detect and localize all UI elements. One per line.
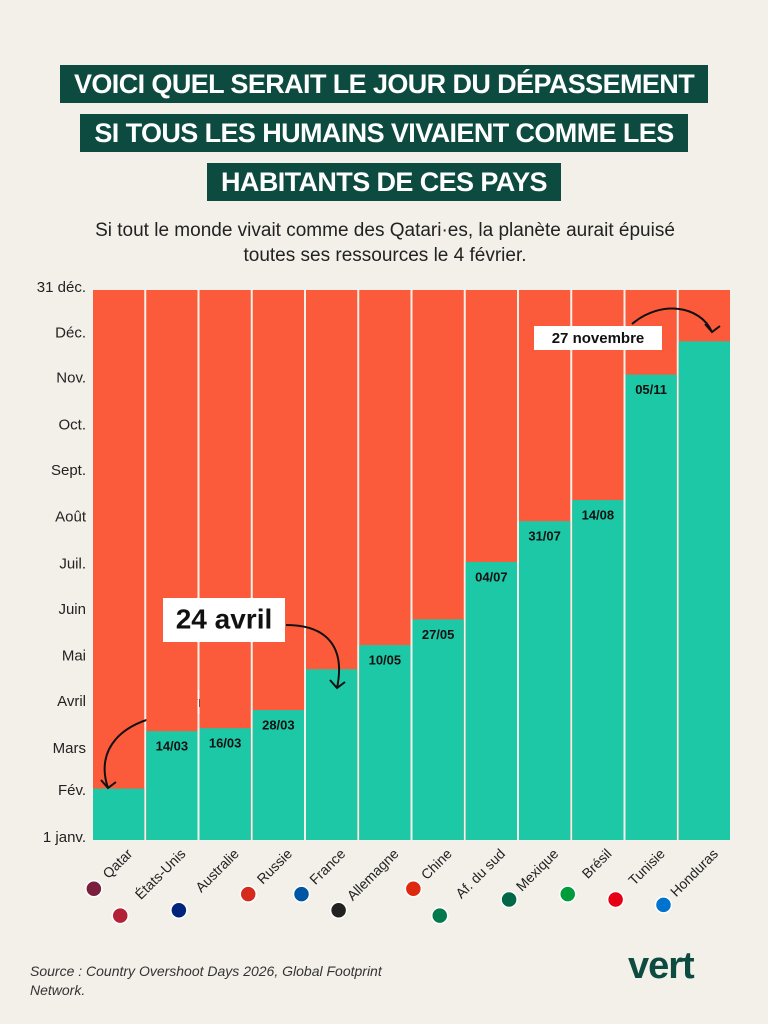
bar (625, 374, 677, 840)
x-tick-label: Chine (418, 845, 455, 882)
value-label: 28/03 (262, 717, 295, 732)
flag (292, 885, 311, 903)
annotation-arrow (285, 624, 341, 689)
flag (558, 885, 577, 903)
arrow-head (329, 679, 346, 690)
x-tick-label: Russie (254, 845, 296, 887)
value-label: 27/05 (422, 627, 455, 642)
x-tick-label: Australie (192, 845, 242, 895)
x-tick-label: Brésil (579, 845, 615, 881)
x-tick-label: Af. du sud (452, 845, 508, 901)
y-tick-label: Déc. (55, 324, 86, 341)
x-tick-label: Qatar (99, 845, 135, 881)
y-tick-label: Mars (53, 740, 86, 757)
bar (678, 341, 730, 840)
value-label: 04/07 (475, 569, 508, 584)
flag (654, 896, 673, 914)
flag (430, 906, 449, 925)
column-background (93, 290, 145, 840)
bar (572, 500, 624, 840)
annotation-box (163, 598, 285, 642)
arrow-head (704, 323, 721, 334)
flag (170, 901, 188, 920)
bar (465, 561, 517, 840)
bar (93, 788, 145, 840)
source-note: Source : Country Overshoot Days 2026, Gl… (30, 963, 382, 998)
y-tick-label: Avril (57, 693, 86, 710)
value-label: 14/03 (156, 739, 189, 754)
annotation-box (534, 326, 662, 350)
flag (85, 880, 103, 898)
flag (239, 885, 257, 903)
x-tick-label: Allemagne (344, 845, 402, 903)
bar (412, 619, 464, 840)
value-label: 16/03 (209, 736, 242, 751)
flag (329, 901, 348, 920)
arrow-head (100, 779, 117, 790)
bar (306, 669, 358, 840)
value-label: 10/05 (369, 653, 402, 668)
chart-title: VOICI QUEL SERAIT LE JOUR DU DÉPASSEMENT… (60, 65, 709, 201)
x-tick-label: Honduras (667, 845, 721, 899)
y-tick-label: Juil. (59, 555, 86, 572)
y-tick-label: Juin (58, 601, 86, 618)
flag (500, 890, 518, 909)
logo: vert (628, 945, 695, 987)
y-tick-label: Août (55, 509, 87, 526)
value-label: 14/08 (582, 507, 615, 522)
annotation-arrow (631, 307, 713, 333)
title-box: VOICI QUEL SERAIT LE JOUR DU DÉPASSEMENT… (60, 62, 709, 209)
value-label: 31/07 (528, 529, 561, 544)
value-label: 27 novembre (552, 330, 645, 347)
bar (199, 728, 251, 840)
flag (606, 890, 625, 909)
y-tick-label: Oct. (58, 416, 86, 433)
bar (252, 710, 304, 840)
y-tick-label: Sept. (51, 462, 86, 479)
x-tick-label: États-Unis (132, 845, 189, 902)
bar (359, 645, 411, 840)
y-tick-label: 1 janv. (43, 829, 86, 846)
value-label: 05/11 (635, 382, 667, 397)
bar (146, 731, 198, 840)
x-tick-label: France (306, 845, 348, 887)
chart-subtitle: Si tout le monde vivait comme des Qatari… (95, 220, 675, 266)
y-tick-label: Fév. (58, 782, 86, 799)
y-tick-label: 31 déc. (37, 279, 86, 296)
y-tick-label: Mai (62, 648, 86, 665)
y-tick-label: Nov. (56, 370, 86, 387)
flag (404, 880, 423, 898)
x-tick-label: Mexique (513, 845, 562, 894)
value-label: 24 avril (176, 603, 273, 634)
flag (111, 906, 129, 925)
bar (519, 521, 571, 840)
x-tick-label: Tunisie (625, 845, 668, 888)
